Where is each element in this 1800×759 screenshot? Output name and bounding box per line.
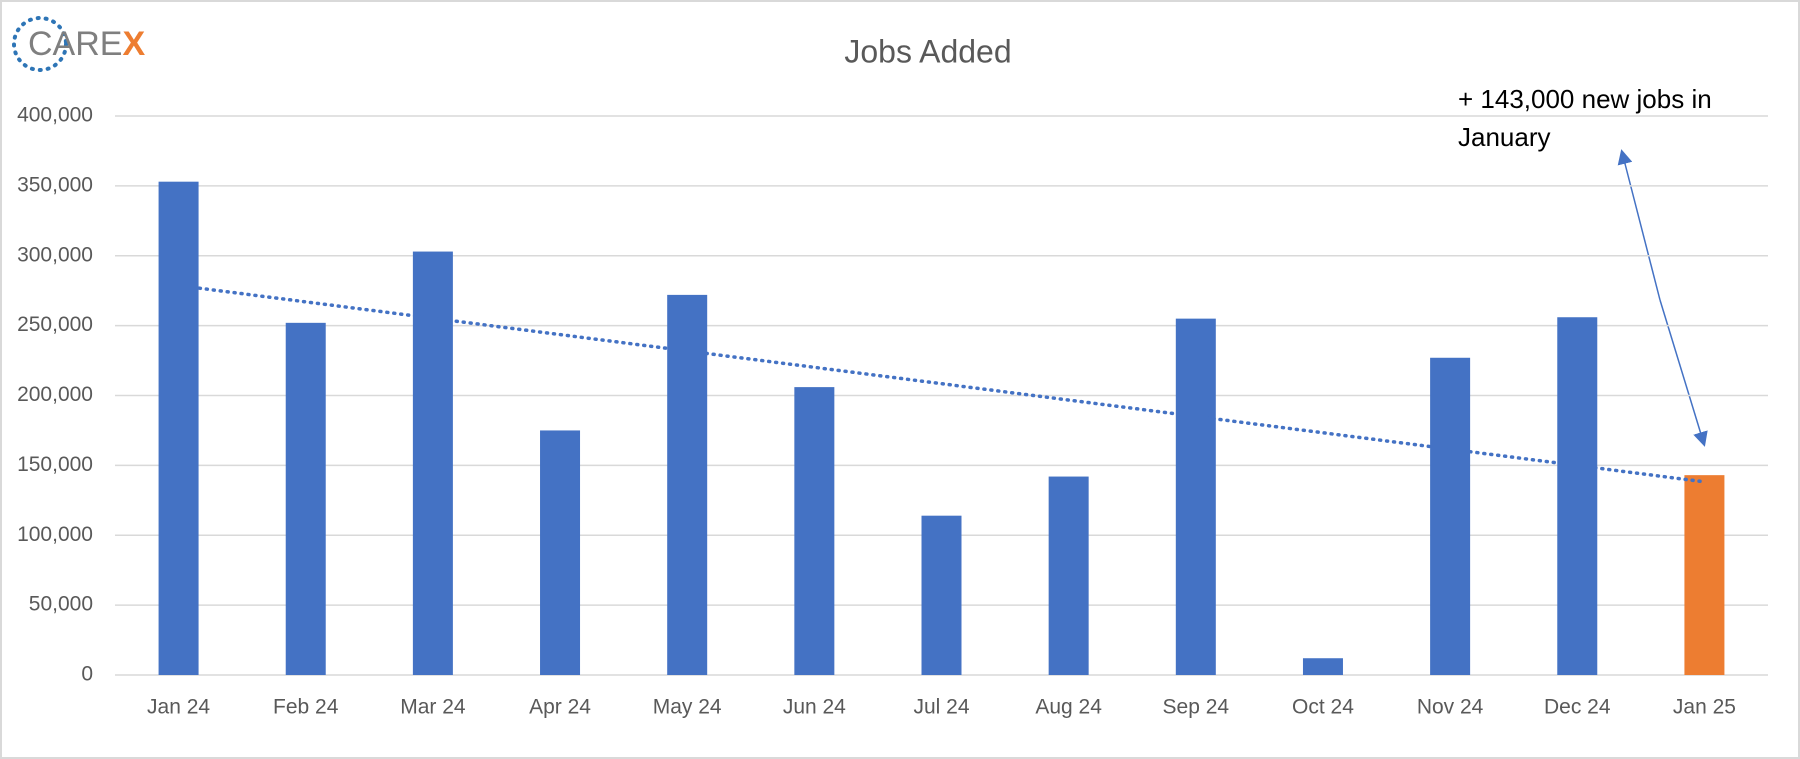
y-tick-label: 0 <box>81 663 93 686</box>
x-tick-label: Dec 24 <box>1544 696 1611 719</box>
trendline <box>176 283 1707 484</box>
bar <box>667 294 708 675</box>
x-tick-label: Jul 24 <box>913 696 969 719</box>
x-tick-label: May 24 <box>653 696 722 719</box>
y-tick-label: 200,000 <box>17 383 93 406</box>
bar <box>1557 317 1598 675</box>
logo-text: CAREX <box>28 25 145 63</box>
arrow-down <box>1659 299 1708 447</box>
y-tick-label: 50,000 <box>29 593 93 616</box>
bar <box>1302 658 1343 675</box>
arrow-up <box>1617 149 1661 301</box>
x-tick-label: Apr 24 <box>529 696 591 719</box>
x-tick-label: Jan 25 <box>1673 696 1736 719</box>
x-tick-label: Feb 24 <box>273 696 339 719</box>
chart-title: Jobs Added <box>844 33 1011 69</box>
logo-ring <box>12 16 68 72</box>
y-tick-label: 350,000 <box>17 173 93 196</box>
bar <box>540 430 581 675</box>
y-tick-label: 100,000 <box>17 523 93 546</box>
y-tick-label: 250,000 <box>17 313 93 336</box>
bar <box>794 387 835 675</box>
x-tick-label: Nov 24 <box>1417 696 1484 719</box>
bar <box>285 322 326 675</box>
bar <box>1048 476 1089 675</box>
bar <box>158 181 199 675</box>
x-tick-label: Jun 24 <box>783 696 846 719</box>
bar <box>1430 357 1471 675</box>
logo-accent: X <box>122 25 145 63</box>
annotation: + 143,000 new jobs in January <box>1458 84 1712 152</box>
y-tick-label: 400,000 <box>17 104 93 127</box>
logo-main: CARE <box>28 25 122 63</box>
x-tick-label: Sep 24 <box>1163 696 1230 719</box>
y-tick-label: 300,000 <box>17 243 93 266</box>
bar <box>1684 475 1725 675</box>
y-tick-label: 150,000 <box>17 453 93 476</box>
bar <box>1175 318 1216 675</box>
x-tick-label: Aug 24 <box>1035 696 1102 719</box>
x-tick-label: Mar 24 <box>400 696 466 719</box>
bar <box>412 251 453 675</box>
x-tick-label: Oct 24 <box>1292 696 1354 719</box>
bar <box>921 515 962 675</box>
x-tick-label: Jan 24 <box>147 696 210 719</box>
